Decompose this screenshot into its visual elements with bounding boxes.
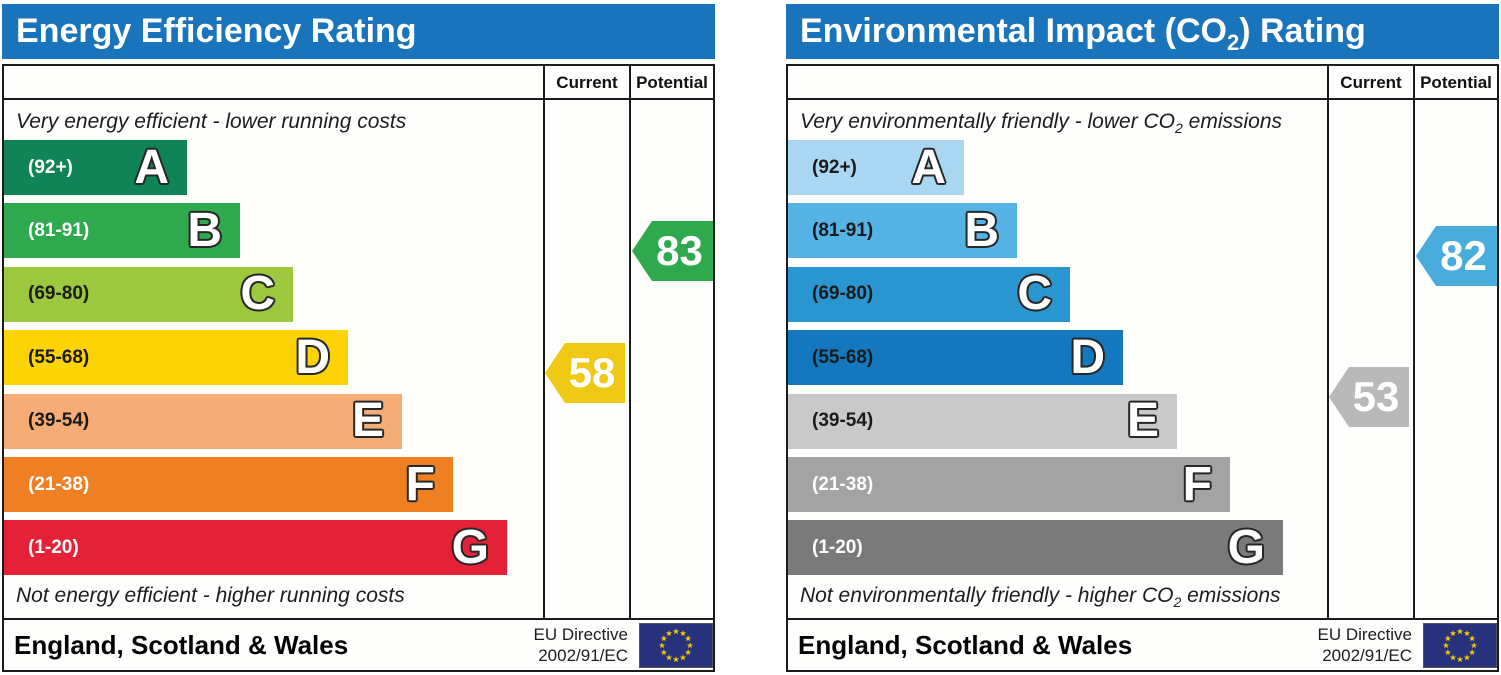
column-header-underline: [788, 98, 1497, 100]
chart-title-text: Energy Efficiency Rating: [16, 12, 417, 50]
eu-directive-label: EU Directive 2002/91/EC: [534, 624, 628, 666]
footer-row: England, Scotland & Wales EU Directive 2…: [4, 620, 713, 670]
band-b: (81-91) B: [4, 203, 240, 259]
band-range-label: (21-38): [28, 473, 90, 495]
potential-column-header: Potential: [636, 73, 708, 92]
current-column-divider: [1327, 66, 1329, 618]
chart-title-subscript: 2: [1226, 29, 1240, 55]
band-letter: B: [187, 203, 222, 257]
column-header-underline: [4, 98, 713, 100]
band-g: (1-20) G: [788, 520, 1283, 576]
band-letter: C: [1017, 267, 1052, 321]
chart-title-text-post: ) Rating: [1239, 12, 1366, 50]
band-range-label: (1-20): [28, 536, 79, 558]
band-b: (81-91) B: [788, 203, 1017, 259]
band-e: (39-54) E: [788, 393, 1177, 449]
band-range-label: (81-91): [28, 219, 90, 241]
band-letter: A: [134, 140, 169, 194]
band-a: (92+) A: [4, 140, 187, 195]
current-column-header: Current: [556, 73, 618, 92]
potential-rating-arrow: 83: [632, 221, 713, 281]
band-letter: E: [1126, 394, 1159, 448]
band-c: (69-80) C: [4, 266, 293, 322]
band-range-label: (39-54): [28, 410, 90, 432]
band-d: (55-68) D: [788, 330, 1123, 386]
band-letter: F: [405, 457, 435, 511]
potential-rating-arrow: 82: [1416, 226, 1497, 286]
band-letter: D: [295, 330, 330, 384]
band-range-label: (92+): [28, 156, 73, 178]
chart-title: Environmental Impact (CO2) Rating: [786, 4, 1499, 59]
footer-row: England, Scotland & Wales EU Directive 2…: [788, 620, 1497, 670]
band-range-label: (69-80): [28, 283, 90, 305]
current-rating-arrow: 58: [545, 343, 625, 403]
band-letter: C: [240, 267, 275, 321]
band-range-label: (55-68): [812, 346, 874, 368]
bottom-caption: Not environmentally friendly - higher CO…: [800, 584, 1281, 611]
chart-title-text: Environmental Impact (CO: [800, 12, 1227, 50]
environmental-impact-rating-chart: Environmental Impact (CO2) Rating Curren…: [784, 0, 1501, 675]
rating-table: Current Potential Very environmentally f…: [786, 64, 1499, 672]
band-letter: E: [351, 394, 384, 448]
energy-efficiency-rating-chart: Energy Efficiency Rating Current Potenti…: [0, 0, 717, 675]
rating-table: Current Potential Very energy efficient …: [2, 64, 715, 672]
band-range-label: (69-80): [812, 283, 874, 305]
band-letter: B: [964, 203, 999, 257]
band-range-label: (55-68): [28, 346, 90, 368]
band-c: (69-80) C: [788, 266, 1070, 322]
current-column-header: Current: [1340, 73, 1402, 92]
band-range-label: (81-91): [812, 219, 874, 241]
band-f: (21-38) F: [4, 457, 453, 512]
band-letter: D: [1070, 330, 1105, 384]
potential-column-divider: [1413, 66, 1415, 618]
bottom-caption: Not energy efficient - higher running co…: [16, 584, 405, 607]
band-range-label: (92+): [812, 156, 857, 178]
band-f: (21-38) F: [788, 457, 1230, 512]
eu-directive-label: EU Directive 2002/91/EC: [1318, 624, 1412, 666]
eu-directive-line2: 2002/91/EC: [1322, 646, 1412, 665]
band-g: (1-20) G: [4, 520, 507, 576]
potential-column-divider: [629, 66, 631, 618]
footer-divider: [4, 618, 713, 620]
band-range-label: (39-54): [812, 410, 874, 432]
band-range-label: (1-20): [812, 536, 863, 558]
band-a: (92+) A: [788, 140, 964, 195]
band-letter: G: [451, 520, 489, 574]
band-range-label: (21-38): [812, 473, 874, 495]
footer-divider: [788, 618, 1497, 620]
top-caption: Very environmentally friendly - lower CO…: [800, 110, 1283, 137]
band-letter: G: [1227, 520, 1265, 574]
band-letter: F: [1182, 457, 1212, 511]
region-label: England, Scotland & Wales: [798, 630, 1133, 660]
chart-title-bar: Environmental Impact (CO2) Rating: [786, 4, 1499, 59]
top-caption: Very energy efficient - lower running co…: [16, 110, 407, 133]
chart-title-bar: Energy Efficiency Rating: [2, 4, 715, 59]
potential-column-header: Potential: [1420, 73, 1492, 92]
band-e: (39-54) E: [4, 393, 402, 449]
current-rating-arrow: 53: [1329, 367, 1409, 427]
eu-directive-line2: 2002/91/EC: [538, 646, 628, 665]
eu-directive-line1: EU Directive: [1317, 625, 1412, 644]
region-label: England, Scotland & Wales: [14, 630, 349, 660]
band-d: (55-68) D: [4, 330, 348, 386]
eu-flag-icon: [1423, 623, 1497, 668]
eu-directive-line1: EU Directive: [533, 625, 628, 644]
eu-flag-icon: [639, 623, 713, 668]
band-letter: A: [911, 140, 946, 194]
chart-title: Energy Efficiency Rating: [2, 4, 715, 59]
current-column-divider: [543, 66, 545, 618]
